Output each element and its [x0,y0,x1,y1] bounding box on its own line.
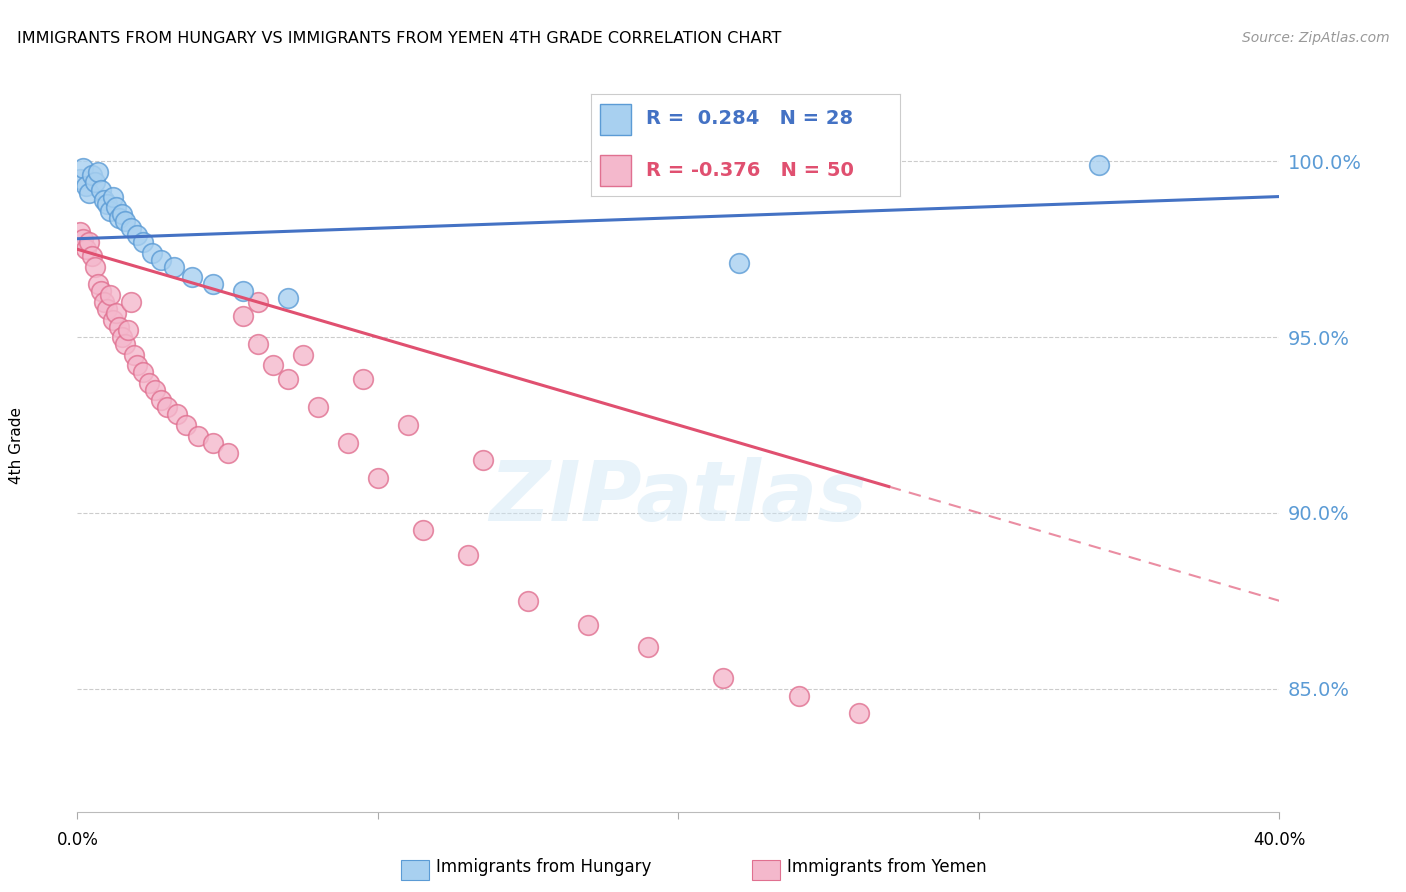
Point [127,359,149,373]
Point [72,161,94,176]
Point [132,365,155,379]
Point [100,203,122,218]
Point [96,196,118,211]
Point [105,305,128,319]
Point [75,242,97,256]
Point [132,235,155,250]
Point [87,277,110,292]
Point [352,372,374,386]
Point [472,453,495,467]
Point [84,176,107,190]
Point [246,295,269,310]
Point [105,200,128,214]
Point [127,228,149,243]
Point [201,277,224,292]
Point [162,260,184,274]
Point [246,337,269,351]
Point [145,383,167,397]
Point [93,193,115,207]
Point [93,295,115,310]
Point [72,232,94,246]
Text: Immigrants from Yemen: Immigrants from Yemen [787,858,987,876]
Point [307,401,329,415]
Point [150,393,173,408]
Point [82,249,104,263]
Point [96,301,118,316]
Point [576,618,599,632]
Point [232,285,254,299]
Point [277,292,299,306]
Point [117,323,139,337]
Point [100,288,122,302]
Text: ZIPatlas: ZIPatlas [489,458,868,538]
Point [336,435,359,450]
Point [84,260,107,274]
Point [367,471,389,485]
Bar [600,155,631,186]
Point [727,256,749,270]
Point [120,295,142,310]
Point [187,428,209,442]
Text: IMMIGRANTS FROM HUNGARY VS IMMIGRANTS FROM YEMEN 4TH GRADE CORRELATION CHART: IMMIGRANTS FROM HUNGARY VS IMMIGRANTS FR… [17,31,782,46]
Point [180,270,202,285]
Point [111,207,134,221]
Point [217,446,239,460]
Text: 40.0%: 40.0% [1253,831,1306,849]
Point [69,172,91,186]
Bar [600,104,631,135]
Point [138,376,160,390]
Point [787,689,810,703]
Point [412,524,434,538]
Point [517,594,540,608]
Point [108,319,131,334]
Text: Source: ZipAtlas.com: Source: ZipAtlas.com [1241,31,1389,45]
Point [232,309,254,323]
Text: 4th Grade: 4th Grade [10,408,24,484]
Point [201,435,224,450]
Point [124,348,146,362]
Point [82,169,104,183]
Point [150,252,173,267]
Point [103,189,125,203]
Point [90,182,112,196]
Point [79,186,101,200]
Point [396,418,419,433]
Point [108,211,131,225]
Point [291,348,314,362]
Point [848,706,870,721]
Text: 0.0%: 0.0% [56,831,98,849]
Point [111,330,134,344]
Point [262,359,284,373]
Point [87,165,110,179]
Point [637,640,659,654]
Point [114,337,136,351]
Point [166,408,188,422]
Point [277,372,299,386]
Point [75,179,97,194]
Point [174,418,197,433]
Text: R =  0.284   N = 28: R = 0.284 N = 28 [647,110,853,128]
Point [90,285,112,299]
Point [1088,158,1111,172]
Point [457,548,479,562]
Point [103,312,125,326]
Point [713,671,735,685]
Point [120,221,142,235]
Point [156,401,179,415]
Point [114,214,136,228]
Text: Immigrants from Hungary: Immigrants from Hungary [436,858,651,876]
Point [141,245,163,260]
Point [69,225,91,239]
Point [79,235,101,250]
Text: R = -0.376   N = 50: R = -0.376 N = 50 [647,161,853,179]
